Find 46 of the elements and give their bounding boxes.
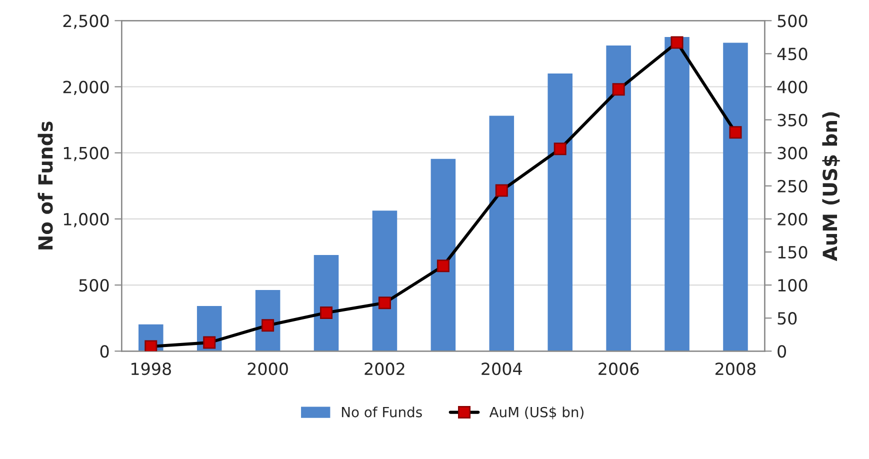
point: [144, 340, 158, 352]
x-tick-label: 2008: [716, 362, 756, 376]
bar: [606, 45, 631, 352]
y2-tick-label: 100: [778, 279, 808, 292]
y2-tick-label: 50: [778, 312, 797, 325]
bar: [548, 74, 572, 352]
x-tick-label: 2006: [598, 362, 639, 376]
point: [262, 319, 274, 332]
y2-tick-label: 0: [778, 345, 786, 358]
legend-label: No of Funds: [342, 406, 422, 418]
x-tick-label: 2004: [482, 362, 522, 376]
bar: [372, 210, 398, 352]
y2-tick-label: 350: [778, 114, 808, 126]
x-tick-label: 2000: [248, 362, 288, 376]
bar: [314, 254, 339, 352]
y-tick-label: 2,000: [63, 80, 109, 96]
bar: [489, 116, 514, 352]
y2-tick-label: 450: [777, 48, 808, 60]
x-tick-label: 2002: [364, 362, 404, 376]
bar: [430, 158, 456, 352]
point: [320, 306, 333, 320]
point: [436, 260, 450, 272]
y-tick-label: 1,500: [64, 146, 109, 162]
y2-tick-label: 300: [778, 146, 808, 160]
point: [729, 126, 742, 139]
x-tick-label: 1998: [132, 362, 171, 376]
y2-tick-label: 500: [778, 14, 808, 28]
bar: [723, 42, 748, 352]
point: [378, 296, 391, 310]
legend-label: AuM (US$ bn): [489, 406, 584, 420]
y-tick-label: 0: [100, 345, 109, 358]
y2-axis-title: AuM (US$ bn): [822, 112, 840, 262]
y2-tick-label: 150: [778, 246, 808, 259]
point: [203, 336, 216, 349]
y2-tick-label: 400: [777, 80, 808, 94]
point: [670, 36, 684, 49]
point: [495, 184, 508, 197]
y-axis-title: No of Funds: [38, 122, 53, 250]
bar: [664, 37, 690, 352]
y-tick-label: 1,000: [64, 212, 109, 228]
point: [554, 142, 566, 156]
y-tick-label: 500: [79, 279, 109, 292]
y-tick-label: 2,500: [63, 14, 109, 29]
point: [612, 83, 625, 96]
y2-tick-label: 250: [778, 180, 808, 192]
y2-tick-label: 200: [778, 212, 808, 226]
